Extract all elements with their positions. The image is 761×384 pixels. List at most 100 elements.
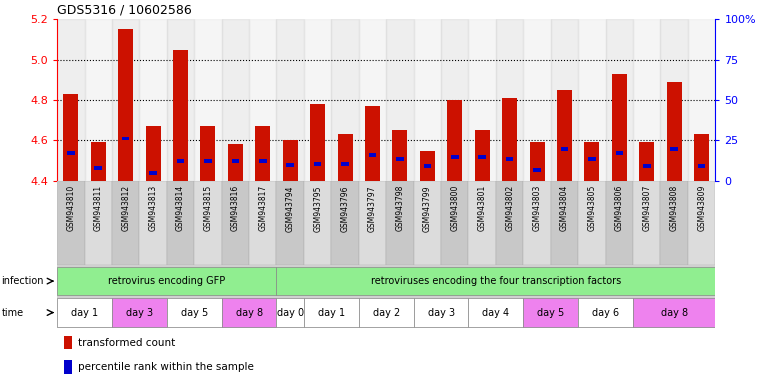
Text: GSM943814: GSM943814	[176, 185, 185, 231]
Bar	[475, 130, 490, 181]
Bar	[588, 157, 596, 161]
Bar	[276, 298, 304, 327]
Bar	[386, 181, 414, 265]
Bar	[551, 181, 578, 265]
Bar	[502, 98, 517, 181]
Bar	[94, 166, 102, 170]
Text: transformed count: transformed count	[78, 338, 175, 348]
Bar	[276, 181, 304, 265]
Bar	[578, 19, 606, 181]
Bar	[661, 19, 688, 181]
Bar	[304, 298, 358, 327]
Bar	[314, 162, 321, 166]
Bar	[496, 181, 524, 265]
Text: day 1: day 1	[318, 308, 345, 318]
Bar	[643, 164, 651, 168]
Text: day 2: day 2	[373, 308, 400, 318]
Bar	[167, 19, 194, 181]
Bar	[688, 19, 715, 181]
Text: GSM943797: GSM943797	[368, 185, 377, 232]
Bar	[249, 19, 276, 181]
Bar	[200, 126, 215, 181]
Text: GSM943803: GSM943803	[533, 185, 542, 232]
Text: GSM943812: GSM943812	[121, 185, 130, 231]
Text: day 4: day 4	[482, 308, 509, 318]
Bar	[173, 50, 188, 181]
Text: retrovirus encoding GFP: retrovirus encoding GFP	[108, 276, 225, 286]
Bar	[259, 159, 266, 163]
Bar	[194, 181, 221, 265]
Bar	[145, 126, 161, 181]
Bar	[118, 29, 133, 181]
Bar	[310, 104, 325, 181]
Bar	[633, 19, 661, 181]
Bar	[688, 181, 715, 265]
Bar	[506, 157, 514, 161]
Text: GSM943815: GSM943815	[203, 185, 212, 231]
Bar	[358, 19, 386, 181]
Bar	[331, 19, 358, 181]
Bar	[112, 298, 167, 327]
Text: GSM943799: GSM943799	[423, 185, 431, 232]
Bar	[612, 74, 627, 181]
Bar	[414, 181, 441, 265]
Text: GSM943806: GSM943806	[615, 185, 624, 232]
Bar	[255, 126, 270, 181]
Bar	[639, 142, 654, 181]
Bar	[67, 151, 75, 155]
Bar	[221, 19, 249, 181]
Text: day 8: day 8	[235, 308, 263, 318]
Text: day 5: day 5	[537, 308, 565, 318]
Bar	[561, 147, 568, 151]
Bar	[221, 298, 276, 327]
Text: infection: infection	[2, 276, 44, 286]
Bar	[369, 153, 376, 157]
Bar	[578, 298, 633, 327]
Text: GSM943810: GSM943810	[66, 185, 75, 231]
Bar	[661, 181, 688, 265]
Text: GSM943817: GSM943817	[258, 185, 267, 231]
Bar	[469, 181, 496, 265]
Bar	[194, 19, 221, 181]
Bar	[149, 171, 157, 175]
Bar	[606, 181, 633, 265]
Text: day 1: day 1	[71, 308, 98, 318]
Text: time: time	[2, 308, 24, 318]
Text: GSM943796: GSM943796	[341, 185, 349, 232]
Bar	[633, 181, 661, 265]
Bar	[694, 134, 709, 181]
Bar	[578, 181, 606, 265]
Bar	[584, 142, 600, 181]
Bar	[276, 267, 715, 295]
Bar	[204, 159, 212, 163]
Text: GSM943813: GSM943813	[148, 185, 158, 231]
Text: GSM943801: GSM943801	[478, 185, 487, 231]
Bar	[469, 19, 496, 181]
Text: day 8: day 8	[661, 308, 688, 318]
Bar	[112, 19, 139, 181]
Bar	[167, 181, 194, 265]
Bar	[358, 298, 414, 327]
Bar	[396, 157, 403, 161]
Bar	[424, 164, 431, 168]
Text: retroviruses encoding the four transcription factors: retroviruses encoding the four transcrip…	[371, 276, 621, 286]
Bar	[249, 181, 276, 265]
Bar	[84, 19, 112, 181]
Bar	[479, 155, 486, 159]
Bar	[177, 159, 184, 163]
Text: GSM943800: GSM943800	[451, 185, 460, 232]
Bar	[414, 19, 441, 181]
Bar	[524, 298, 578, 327]
Bar	[414, 298, 469, 327]
Text: GSM943802: GSM943802	[505, 185, 514, 231]
Bar	[533, 168, 541, 172]
Bar	[276, 19, 304, 181]
Bar	[331, 181, 358, 265]
Bar	[496, 19, 524, 181]
Bar	[84, 181, 112, 265]
Text: GSM943816: GSM943816	[231, 185, 240, 231]
Bar	[451, 155, 459, 159]
Bar	[393, 130, 407, 181]
Bar	[338, 134, 352, 181]
Text: percentile rank within the sample: percentile rank within the sample	[78, 362, 254, 372]
